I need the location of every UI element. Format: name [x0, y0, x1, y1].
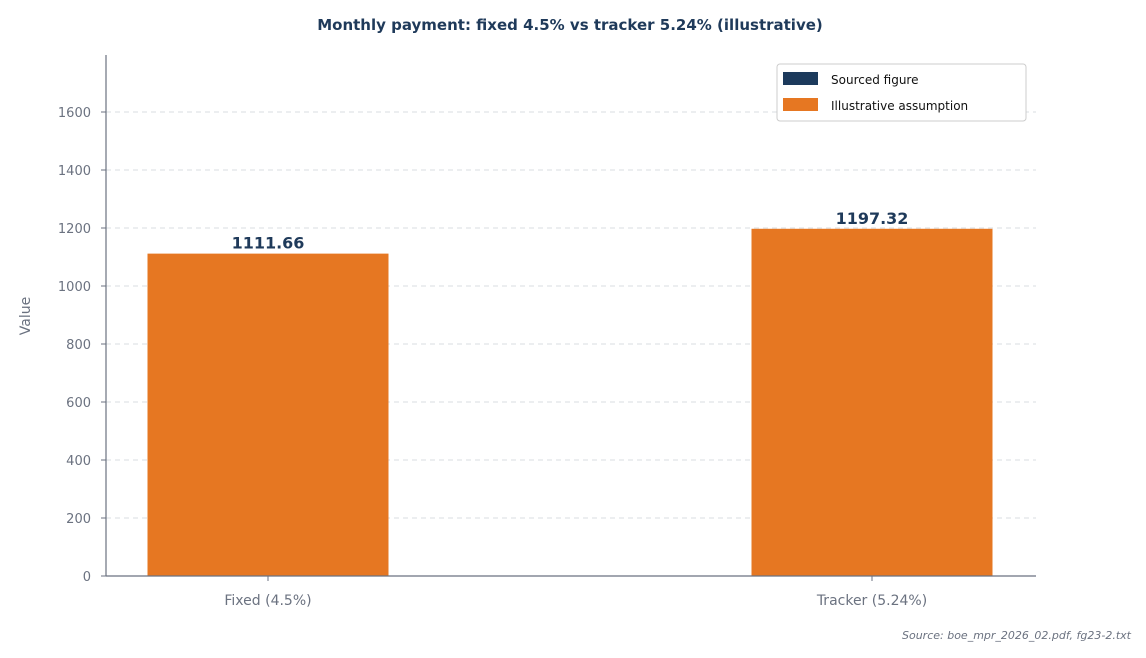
y-ticks: 0 200 400 600 800 1000 1200 1400 1600	[58, 106, 106, 585]
legend-label-illustrative: Illustrative assumption	[831, 99, 968, 113]
bars	[147, 228, 993, 577]
x-ticks: Fixed (4.5%) Tracker (5.24%)	[224, 576, 927, 609]
y-axis-label: Value	[18, 297, 34, 335]
y-tick-label: 600	[66, 396, 91, 411]
source-note: Source: boe_mpr_2026_02.pdf, fg23-2.txt	[902, 629, 1132, 642]
legend-frame	[776, 63, 1027, 122]
y-tick-label: 1200	[58, 222, 91, 237]
legend: Sourced figure Illustrative assumption	[776, 63, 1027, 122]
legend-label-sourced: Sourced figure	[831, 73, 918, 87]
chart-title: Monthly payment: fixed 4.5% vs tracker 5…	[317, 16, 823, 34]
legend-swatch-illustrative	[783, 98, 818, 111]
x-tick-label: Fixed (4.5%)	[224, 593, 311, 609]
y-tick-label: 1000	[58, 280, 91, 295]
bar	[147, 253, 389, 577]
y-tick-label: 1400	[58, 164, 91, 179]
data-label: 1111.66	[232, 234, 305, 253]
x-tick-label: Tracker (5.24%)	[816, 593, 927, 609]
data-labels: 1111.66 1197.32	[232, 209, 909, 253]
y-tick-label: 800	[66, 338, 91, 353]
y-tick-label: 1600	[58, 106, 91, 121]
bar	[751, 228, 993, 576]
y-tick-label: 400	[66, 454, 91, 469]
data-label: 1197.32	[836, 209, 909, 228]
y-tick-label: 200	[66, 512, 91, 527]
y-tick-label: 0	[83, 570, 91, 585]
legend-swatch-sourced	[783, 72, 818, 85]
